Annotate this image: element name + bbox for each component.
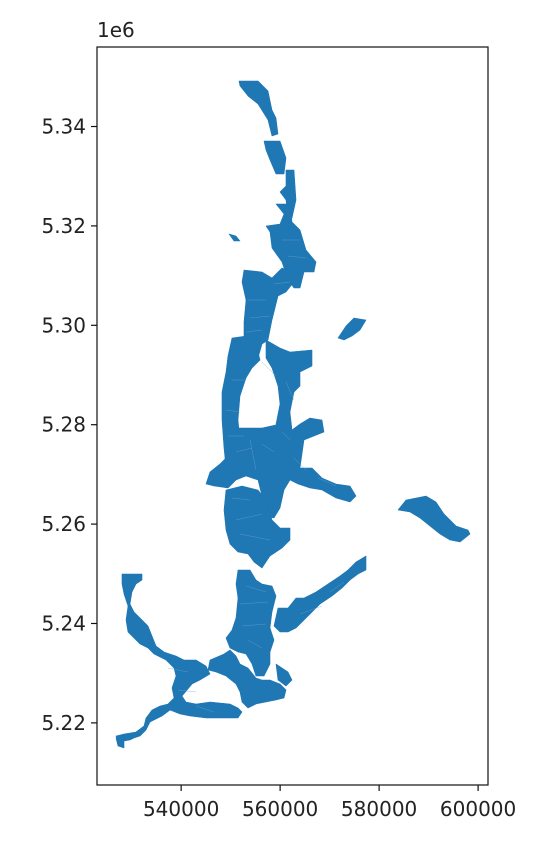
cell-boundary bbox=[235, 513, 263, 521]
polygon-layer bbox=[115, 80, 471, 749]
x-tick-label: 600000 bbox=[440, 797, 516, 821]
y-tick-label: 5.28 bbox=[41, 413, 86, 437]
cell-boundary bbox=[317, 477, 337, 487]
y-tick-label: 5.32 bbox=[41, 214, 86, 238]
y-tick-label: 5.34 bbox=[41, 115, 86, 139]
x-tick-label: 580000 bbox=[341, 797, 417, 821]
region-south-connector bbox=[207, 649, 287, 709]
region-small-islet bbox=[228, 233, 241, 242]
y-tick-label: 5.30 bbox=[41, 313, 86, 337]
region-southeast-arm bbox=[273, 555, 367, 633]
region-south-pocket bbox=[275, 663, 293, 687]
cell-boundary bbox=[247, 639, 263, 649]
x-tick-label: 560000 bbox=[242, 797, 318, 821]
cell-boundary bbox=[261, 361, 277, 377]
region-south-central bbox=[225, 569, 277, 677]
cell-boundary bbox=[249, 439, 257, 471]
axes-frame bbox=[96, 46, 489, 786]
cell-boundary bbox=[329, 581, 345, 593]
region-central-south bbox=[223, 485, 291, 569]
y-offset-label: 1e6 bbox=[97, 18, 135, 42]
region-east-island bbox=[397, 495, 471, 543]
region-north-block bbox=[263, 140, 287, 175]
cell-boundary bbox=[285, 381, 295, 401]
cell-boundary bbox=[177, 689, 197, 693]
y-axis: 5.22 5.24 5.26 5.28 5.30 5.32 5.34 bbox=[41, 115, 97, 735]
cell-boundary bbox=[261, 443, 275, 453]
x-axis: 540000 560000 580000 600000 bbox=[143, 785, 516, 821]
region-southwest-arm bbox=[115, 573, 243, 743]
cell-boundary bbox=[245, 329, 263, 333]
cell-boundary bbox=[239, 533, 271, 541]
region-east-islet bbox=[337, 317, 367, 341]
region-mid-cross bbox=[205, 417, 357, 519]
cell-boundary bbox=[195, 705, 215, 713]
cell-boundary bbox=[231, 497, 251, 501]
cell-boundary bbox=[299, 605, 323, 615]
cell-boundary bbox=[235, 447, 253, 453]
cell-boundary bbox=[287, 255, 307, 259]
cell-boundary bbox=[293, 457, 307, 471]
cell-boundary bbox=[245, 585, 267, 593]
cell-boundary bbox=[241, 623, 267, 627]
y-tick-label: 5.24 bbox=[41, 611, 86, 635]
y-tick-label: 5.26 bbox=[41, 512, 86, 536]
cell-boundary bbox=[239, 601, 269, 605]
cell-boundary bbox=[167, 667, 189, 673]
cell-boundaries bbox=[167, 239, 345, 713]
region-upper-lake-area bbox=[265, 203, 317, 289]
cell-boundary bbox=[273, 281, 291, 285]
x-tick-label: 540000 bbox=[143, 797, 219, 821]
region-sw-islet bbox=[115, 735, 125, 749]
region-mid-north-strip bbox=[241, 267, 295, 359]
cell-boundary bbox=[249, 315, 271, 319]
y-tick-label: 5.22 bbox=[41, 711, 86, 735]
cell-boundary bbox=[225, 409, 241, 413]
region-north-tip bbox=[238, 80, 279, 137]
cell-boundary bbox=[281, 431, 291, 441]
